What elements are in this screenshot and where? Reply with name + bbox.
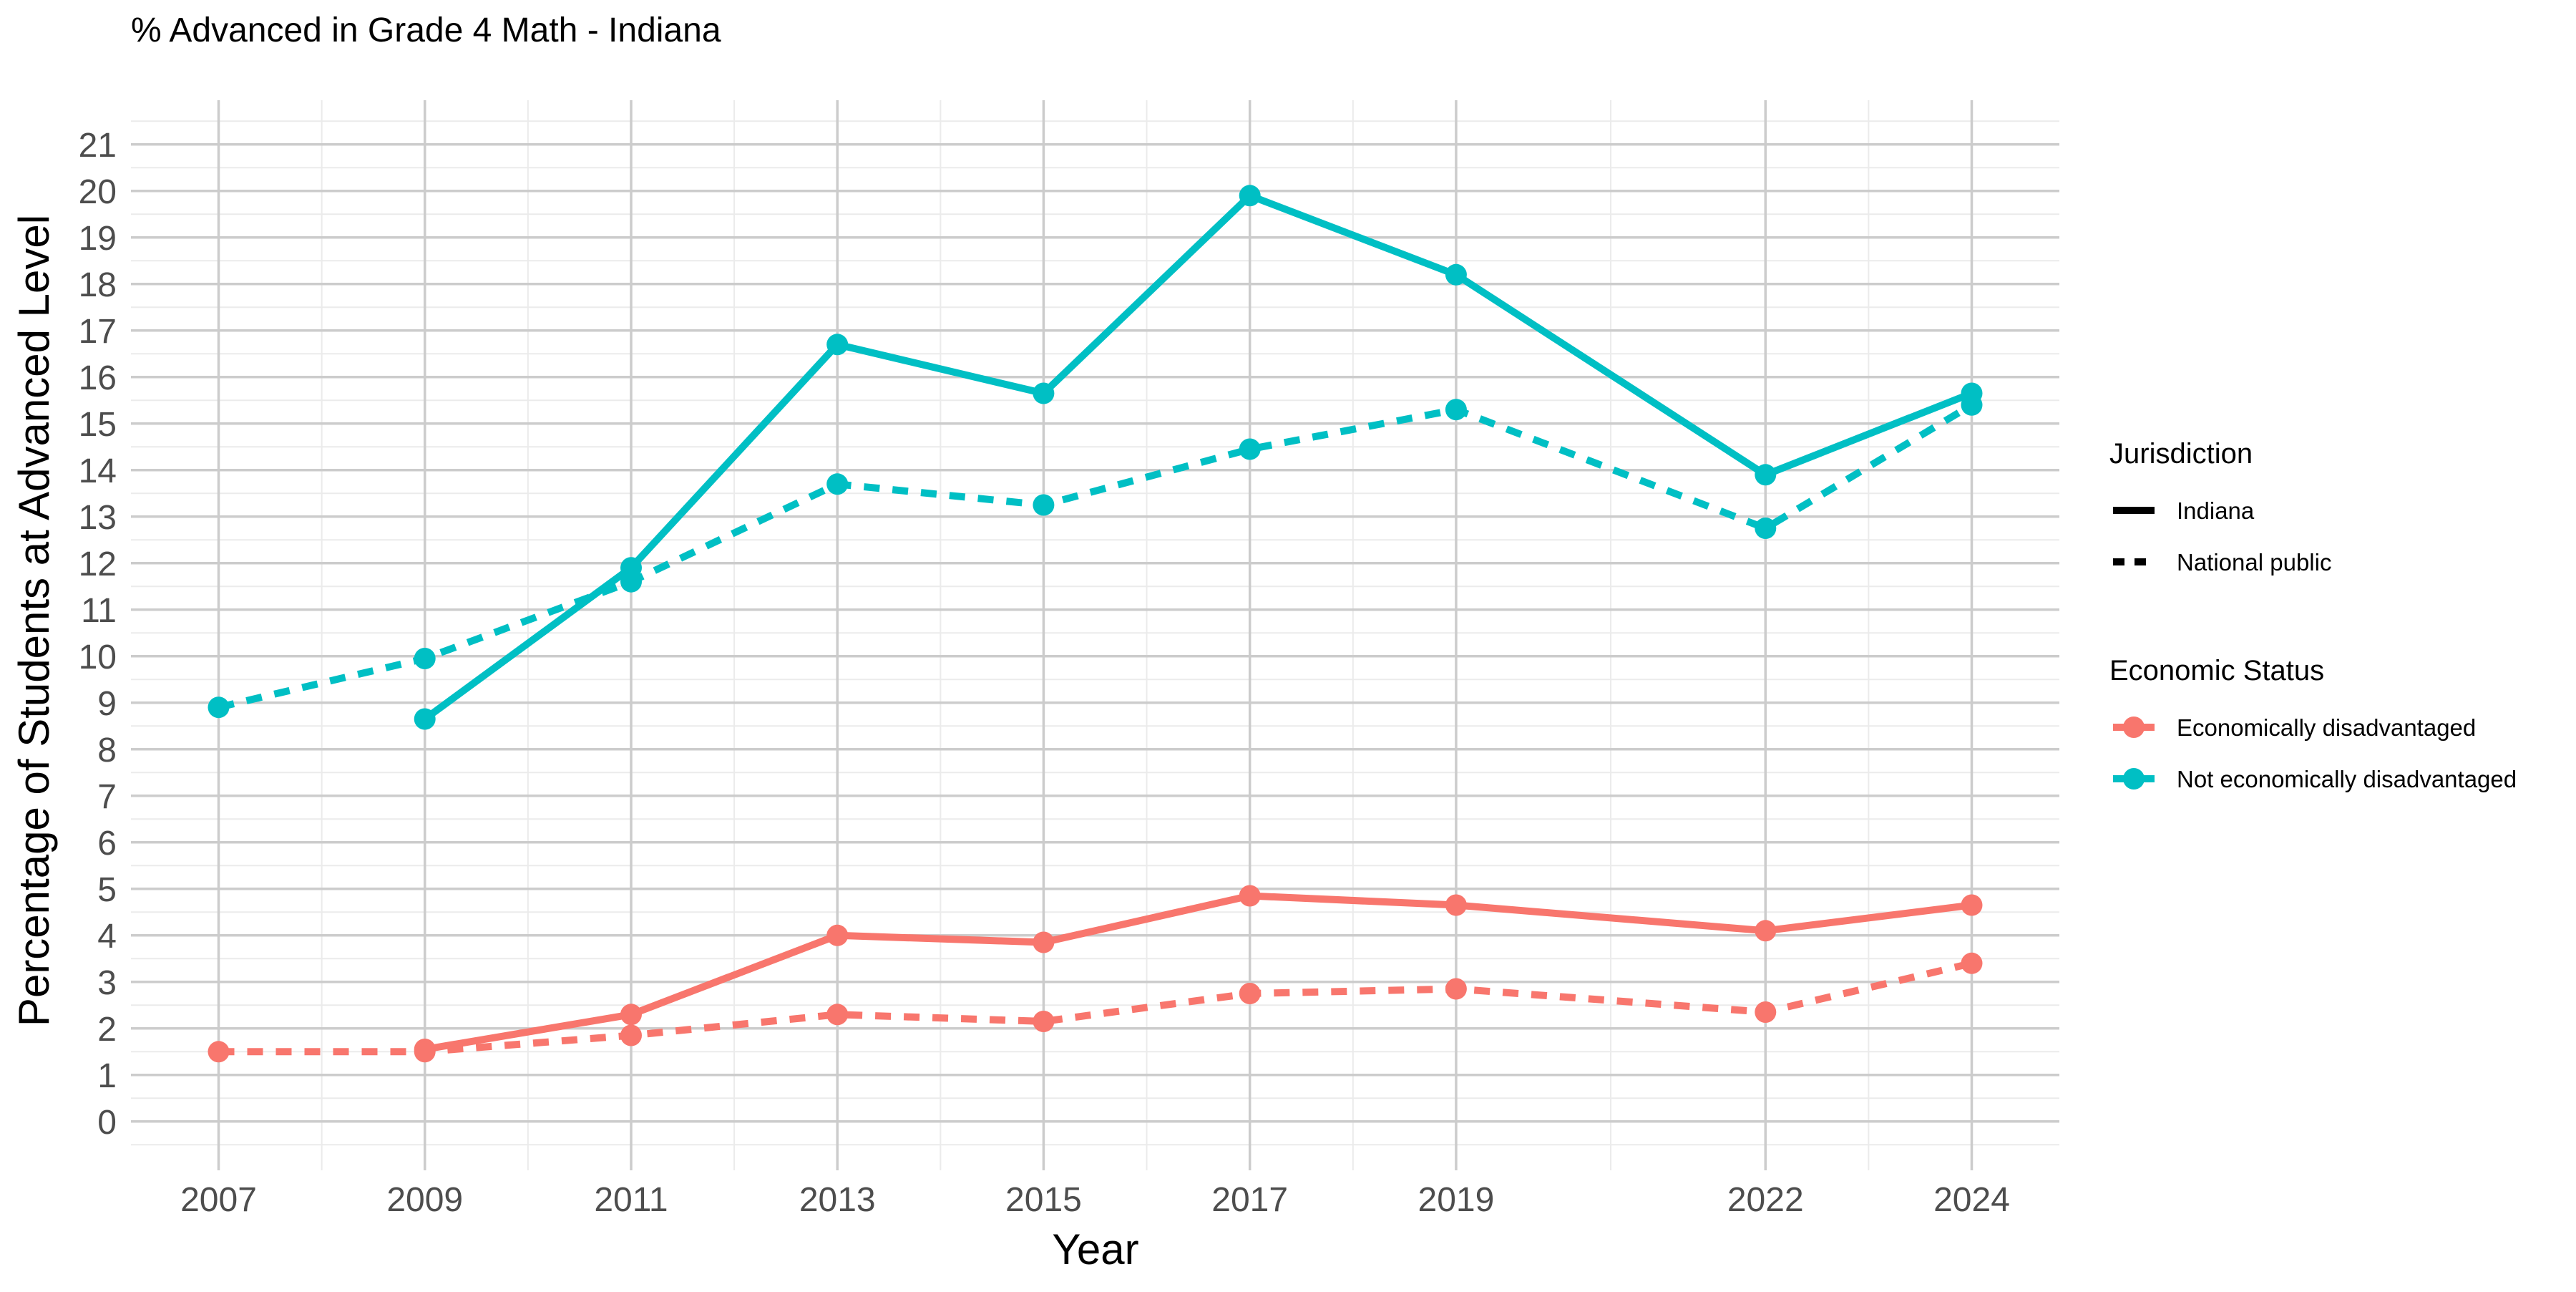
y-tick-label: 7 [97,778,117,816]
legend: Jurisdiction Indiana National public Eco… [2109,438,2517,792]
legend-title-jurisdiction: Jurisdiction [2109,438,2253,470]
series-0 [414,185,1983,730]
series-layer [208,185,1983,1063]
y-tick-label: 1 [97,1057,117,1095]
major-gridlines [131,100,2059,1170]
data-point [1239,438,1261,460]
data-point [1445,978,1467,1000]
series-2 [414,885,1983,1060]
y-tick-label: 3 [97,964,117,1002]
data-point [1755,518,1777,539]
x-axis-title: Year [1052,1225,1138,1273]
x-tick-label: 2011 [594,1181,668,1219]
data-point [1445,399,1467,421]
legend-item-indiana: Indiana [2113,497,2255,524]
legend-key-point [2123,768,2145,790]
legend-item-not-economically-disadvantaged: Not economically disadvantaged [2113,766,2517,792]
y-tick-label: 2 [97,1011,117,1049]
data-point [826,334,849,356]
legend-item-national-public: National public [2113,549,2331,575]
data-point [1961,394,1983,416]
data-point [1033,931,1055,953]
data-point [1755,920,1777,942]
x-tick-label: 2022 [1727,1181,1804,1219]
x-tick-label: 2007 [180,1181,257,1219]
y-tick-label: 8 [97,732,117,769]
y-tick-label: 15 [79,406,117,444]
legend-item-economically-disadvantaged: Economically disadvantaged [2113,714,2476,741]
data-point [1755,464,1777,486]
y-tick-label: 4 [97,918,117,956]
chart-title: % Advanced in Grade 4 Math - Indiana [131,11,721,49]
y-tick-label: 17 [79,313,117,351]
x-tick-label: 2017 [1211,1181,1288,1219]
y-tick-label: 21 [79,127,117,165]
y-axis-title: Percentage of Students at Advanced Level [10,215,58,1026]
series-line [424,892,1973,1053]
data-point [1239,983,1261,1004]
y-tick-label: 16 [79,359,117,397]
legend-label-not-economically-disadvantaged: Not economically disadvantaged [2177,766,2517,792]
data-point [826,473,849,495]
data-point [826,1004,849,1026]
y-tick-label: 9 [97,685,117,723]
y-tick-label: 11 [81,592,117,630]
y-tick-label: 0 [97,1104,117,1142]
y-tick-label: 14 [79,452,117,490]
y-tick-label: 13 [79,499,117,537]
y-tick-label: 10 [79,638,117,676]
data-point [1033,494,1055,516]
data-point [1445,263,1467,286]
data-point [1755,1001,1777,1023]
x-tick-label: 2019 [1418,1181,1495,1219]
data-point [208,1041,230,1063]
y-tick-label: 12 [79,545,117,583]
legend-key-point [2123,717,2145,738]
data-point [1445,894,1467,916]
y-tick-label: 6 [97,825,117,863]
x-tick-label: 2024 [1933,1181,2010,1219]
data-point [826,924,849,946]
data-point [1239,885,1261,907]
data-point [208,696,230,719]
x-axis-ticks: 2007 2009 2011 2013 2015 2017 2019 2022 2024 [180,1181,2010,1219]
data-point [620,1024,642,1046]
legend-label-national-public: National public [2177,549,2331,575]
y-tick-label: 19 [79,220,117,258]
y-tick-label: 20 [79,173,117,211]
series-line [422,192,1974,722]
data-point [1033,382,1055,404]
series-3 [208,952,1983,1063]
y-tick-label: 18 [79,266,117,304]
data-point [620,570,642,593]
data-point [414,648,436,669]
x-tick-label: 2013 [799,1181,876,1219]
data-point [414,1041,436,1063]
x-tick-label: 2015 [1005,1181,1082,1219]
data-point [1033,1011,1055,1032]
legend-label-indiana: Indiana [2177,497,2255,524]
series-1 [208,394,1983,719]
data-point [1961,952,1983,974]
data-point [1961,894,1983,916]
x-tick-label: 2009 [386,1181,463,1219]
minor-gridlines [131,100,2059,1170]
data-point [414,708,436,730]
legend-label-economically-disadvantaged: Economically disadvantaged [2177,714,2476,741]
data-point [1239,185,1261,207]
y-tick-label: 5 [97,871,117,909]
data-point [620,1004,642,1026]
legend-title-economic-status: Economic Status [2109,655,2324,686]
series-line [218,402,1974,711]
